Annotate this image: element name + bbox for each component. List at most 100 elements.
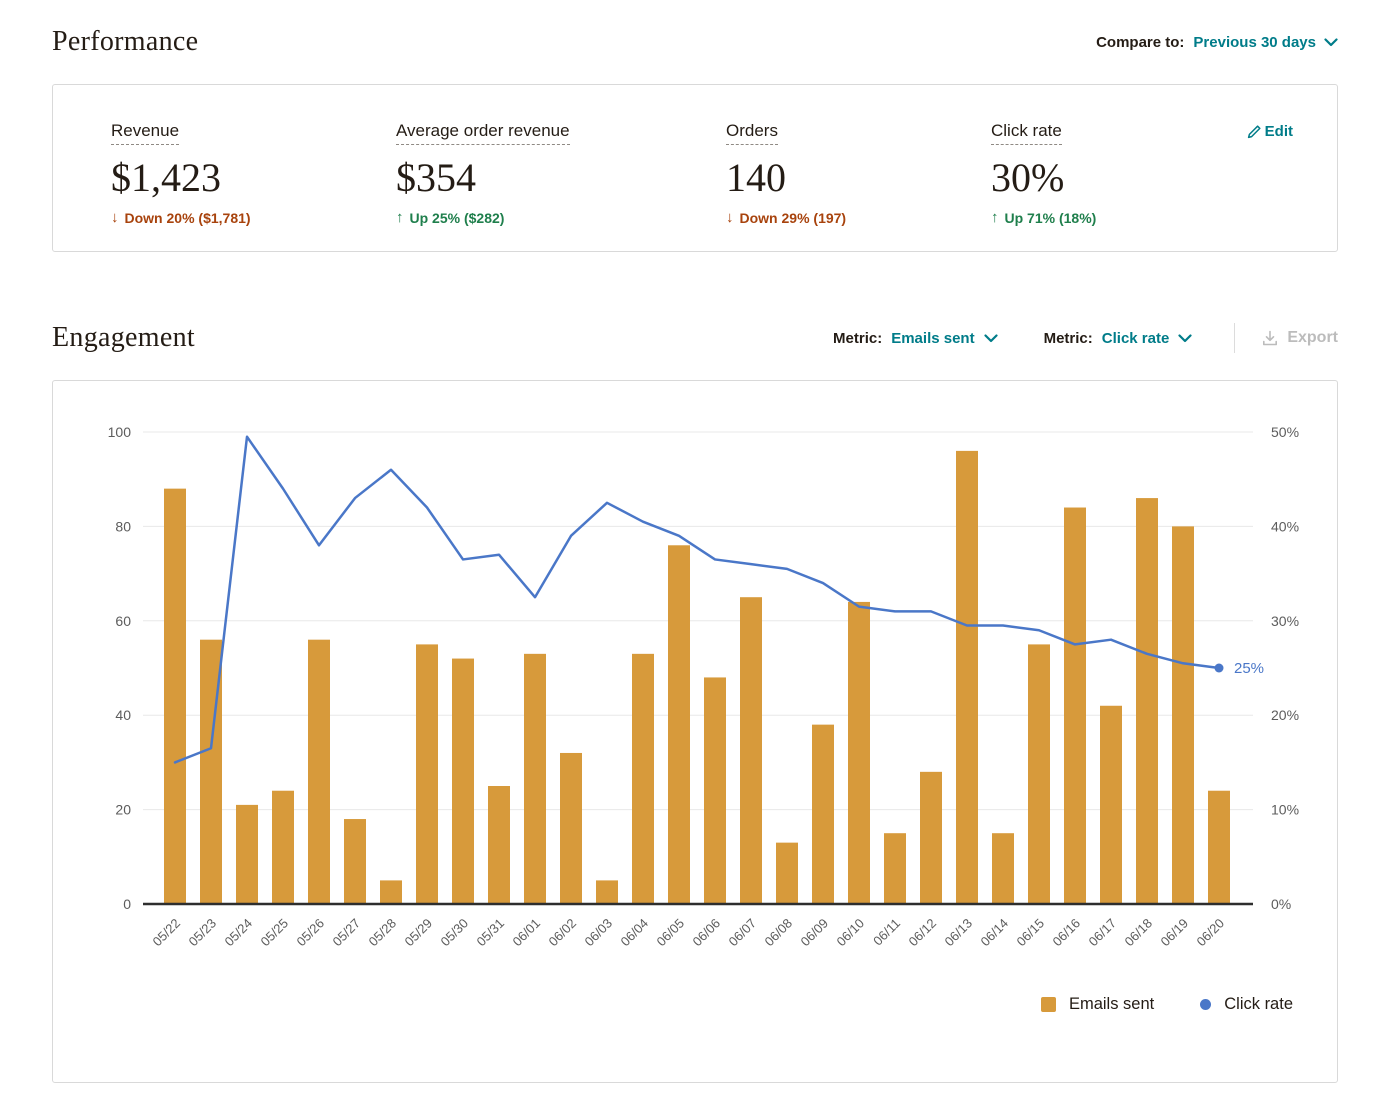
pencil-icon [1247, 124, 1261, 138]
engagement-combo-chart: 0 0%20 10%40 20%60 30%80 40%100 50%05/22 05/23 0… [108, 424, 1299, 950]
svg-text:06/06: 06/06 [690, 916, 724, 950]
trend-up-icon: ↑ [396, 209, 404, 226]
svg-text:06/16: 06/16 [1050, 916, 1084, 950]
trend-down-icon: ↓ [111, 209, 119, 226]
svg-text:05/23: 05/23 [186, 916, 220, 950]
metric-delta: ↓ Down 20% ($1,781) [111, 209, 396, 226]
download-icon [1263, 330, 1278, 346]
svg-text:20%: 20% [1271, 707, 1299, 723]
svg-text:06/14: 06/14 [978, 916, 1012, 950]
compare-to-control[interactable]: Compare to: Previous 30 days [1096, 34, 1338, 51]
compare-to-label: Compare to: [1096, 33, 1185, 51]
chevron-down-icon [1324, 37, 1338, 46]
svg-text:06/09: 06/09 [798, 916, 832, 950]
metric-select-click-rate[interactable]: Metric: Click rate [1044, 330, 1193, 347]
chevron-down-icon [1178, 333, 1192, 342]
svg-text:06/08: 06/08 [762, 916, 796, 950]
engagement-chart-card: 0 0% 20 10% 40 20% 60 30% 80 40% 100 50% 05/22 05/23 0… [52, 380, 1338, 1083]
engagement-controls: Metric: Emails sent Metric: Click rate E… [787, 323, 1338, 353]
edit-label: Edit [1264, 123, 1293, 140]
svg-text:06/20: 06/20 [1194, 916, 1228, 950]
svg-text:06/02: 06/02 [546, 916, 580, 950]
export-label: Export [1287, 329, 1338, 346]
metric-label[interactable]: Average order revenue [396, 121, 570, 145]
metric-select-emails-sent[interactable]: Metric: Emails sent [833, 330, 998, 347]
svg-text:10%: 10% [1271, 802, 1299, 818]
legend-item-click-rate: Click rate [1200, 995, 1293, 1014]
svg-text:06/13: 06/13 [942, 916, 976, 950]
svg-text:06/19: 06/19 [1158, 916, 1192, 950]
svg-text:06/15: 06/15 [1014, 916, 1048, 950]
metric-delta-text: Down 29% (197) [739, 209, 847, 226]
metric-click-rate: Click rate 30% ↑ Up 71% (18%) [991, 121, 1191, 251]
svg-text:06/07: 06/07 [726, 916, 760, 950]
performance-summary-card: Revenue $1,423 ↓ Down 20% ($1,781) Avera… [52, 84, 1338, 252]
svg-text:05/25: 05/25 [258, 916, 292, 950]
svg-text:30%: 30% [1271, 613, 1299, 629]
svg-text:05/27: 05/27 [330, 916, 364, 950]
edit-button[interactable]: Edit [1246, 123, 1293, 140]
svg-text:05/22: 05/22 [150, 916, 184, 950]
metric-orders: Orders 140 ↓ Down 29% (197) [726, 121, 991, 251]
svg-text:06/01: 06/01 [510, 916, 544, 950]
metric-delta: ↑ Up 25% ($282) [396, 209, 726, 226]
metric-revenue: Revenue $1,423 ↓ Down 20% ($1,781) [111, 121, 396, 251]
metric-value: $354 [396, 155, 476, 200]
svg-text:0%: 0% [1271, 896, 1291, 912]
metric-delta: ↓ Down 29% (197) [726, 209, 991, 226]
export-button[interactable]: Export [1261, 329, 1338, 347]
metric-value: 30% [991, 155, 1065, 200]
svg-text:80: 80 [115, 518, 131, 534]
svg-text:05/30: 05/30 [438, 916, 472, 950]
svg-text:0: 0 [123, 896, 131, 912]
svg-text:05/24: 05/24 [222, 916, 256, 950]
legend-label: Click rate [1224, 995, 1293, 1013]
svg-text:05/26: 05/26 [294, 916, 328, 950]
svg-text:25%: 25% [1234, 660, 1264, 677]
metric-label[interactable]: Click rate [991, 121, 1062, 145]
engagement-header-row: Engagement Metric: Emails sent Metric: C… [52, 322, 1338, 354]
metric-select-value[interactable]: Click rate [1101, 329, 1170, 347]
metric-delta-text: Down 20% ($1,781) [124, 209, 251, 226]
svg-text:20: 20 [115, 802, 131, 818]
metric-select-label: Metric: [833, 329, 883, 347]
svg-text:40%: 40% [1271, 518, 1299, 534]
svg-text:50%: 50% [1271, 424, 1299, 440]
metric-value: $1,423 [111, 155, 221, 200]
legend-item-emails-sent: Emails sent [1040, 995, 1155, 1014]
analytics-page: Performance Compare to: Previous 30 days… [52, 26, 1338, 1083]
svg-text:60: 60 [115, 613, 131, 629]
svg-text:06/11: 06/11 [870, 916, 903, 949]
metric-value: 140 [726, 155, 786, 200]
toolbar-divider [1234, 323, 1236, 353]
metric-delta: ↑ Up 71% (18%) [991, 209, 1191, 226]
metric-select-label: Metric: [1043, 329, 1093, 347]
metric-average-order-revenue: Average order revenue $354 ↑ Up 25% ($28… [396, 121, 726, 251]
dot-swatch-icon [1200, 999, 1212, 1010]
chevron-down-icon [983, 333, 998, 342]
trend-down-icon: ↓ [726, 209, 734, 226]
svg-text:05/31: 05/31 [474, 916, 508, 950]
svg-text:100: 100 [108, 424, 132, 440]
legend-label: Emails sent [1068, 995, 1155, 1013]
engagement-title: Engagement [52, 322, 195, 353]
svg-text:06/17: 06/17 [1086, 916, 1120, 950]
trend-up-icon: ↑ [991, 209, 999, 226]
chart-legend: Emails sent Click rate [53, 995, 1337, 1014]
svg-text:05/29: 05/29 [402, 916, 436, 950]
metric-delta-text: Up 25% ($282) [409, 209, 505, 226]
performance-title: Performance [52, 26, 199, 57]
svg-text:06/04: 06/04 [618, 916, 652, 950]
metric-label[interactable]: Revenue [111, 121, 180, 145]
metric-select-value[interactable]: Emails sent [891, 329, 975, 347]
svg-text:06/10: 06/10 [834, 916, 868, 950]
svg-text:06/05: 06/05 [654, 916, 688, 950]
performance-header-row: Performance Compare to: Previous 30 days [52, 26, 1338, 58]
svg-text:06/03: 06/03 [582, 916, 616, 950]
svg-text:05/28: 05/28 [366, 916, 400, 950]
compare-to-value[interactable]: Previous 30 days [1193, 33, 1316, 51]
metric-label[interactable]: Orders [726, 121, 778, 145]
svg-text:06/18: 06/18 [1122, 916, 1156, 950]
bar-swatch-icon [1040, 997, 1056, 1012]
svg-text:40: 40 [115, 707, 131, 723]
